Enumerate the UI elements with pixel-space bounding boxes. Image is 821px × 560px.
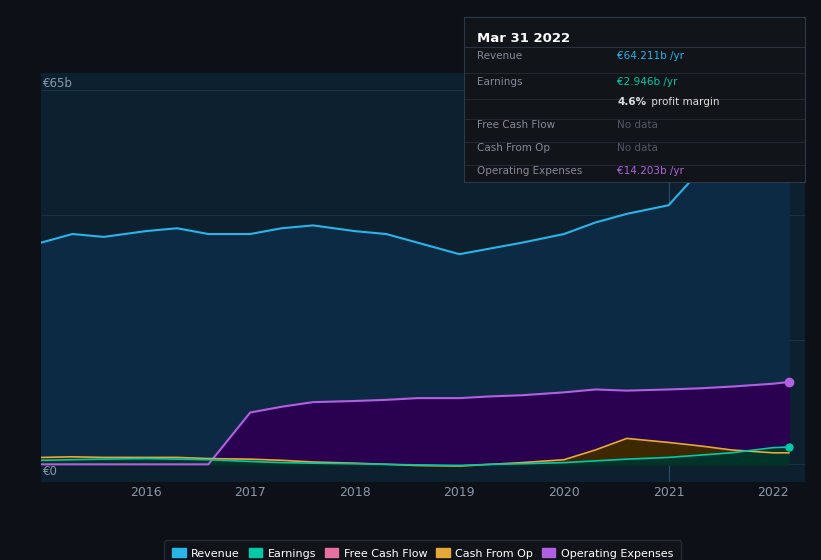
Text: €64.211b /yr: €64.211b /yr [617,50,684,60]
Text: €0: €0 [43,464,57,478]
Text: No data: No data [617,120,658,130]
Text: No data: No data [617,143,658,153]
Text: Revenue: Revenue [478,50,523,60]
Text: €65b: €65b [43,77,72,90]
Text: Earnings: Earnings [478,77,523,87]
Text: Free Cash Flow: Free Cash Flow [478,120,556,130]
Text: 4.6%: 4.6% [617,97,646,107]
Text: Operating Expenses: Operating Expenses [478,166,583,176]
Text: Mar 31 2022: Mar 31 2022 [478,32,571,45]
Text: €2.946b /yr: €2.946b /yr [617,77,677,87]
Text: €14.203b /yr: €14.203b /yr [617,166,684,176]
Legend: Revenue, Earnings, Free Cash Flow, Cash From Op, Operating Expenses: Revenue, Earnings, Free Cash Flow, Cash … [164,540,681,560]
Text: profit margin: profit margin [648,97,719,107]
Text: Cash From Op: Cash From Op [478,143,551,153]
